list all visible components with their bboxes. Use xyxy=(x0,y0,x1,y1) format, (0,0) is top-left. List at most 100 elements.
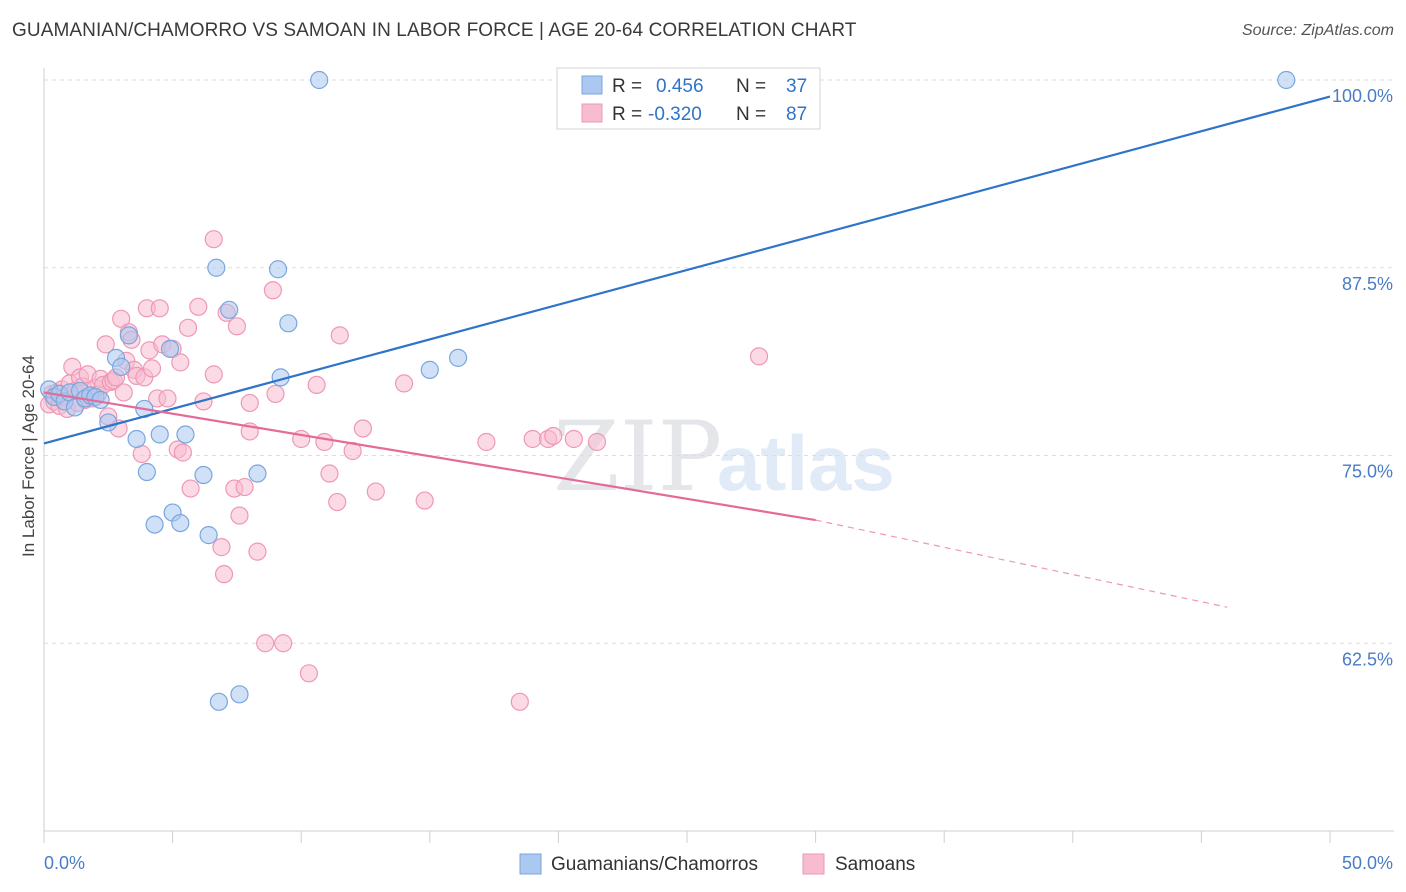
y-tick-label: 62.5% xyxy=(1342,649,1393,669)
samoan-point xyxy=(749,347,769,366)
samoan-point xyxy=(299,664,319,683)
chart-title: GUAMANIAN/CHAMORRO VS SAMOAN IN LABOR FO… xyxy=(12,20,857,41)
samoan-point xyxy=(142,359,162,378)
samoan-point xyxy=(353,419,373,438)
y-tick-label: 87.5% xyxy=(1342,274,1393,294)
samoan-point xyxy=(181,479,200,498)
legend-r-value-2: -0.320 xyxy=(648,104,702,125)
samoan-point xyxy=(132,444,151,464)
samoan-point xyxy=(263,281,283,300)
samoan-point xyxy=(248,542,267,561)
trend-lines xyxy=(43,95,1331,608)
guamanian-point xyxy=(150,425,169,444)
guamanian-point xyxy=(112,357,131,376)
source-attribution: Source: ZipAtlas.com xyxy=(1241,22,1394,39)
legend-label-guamanians: Guamanians/Chamorros xyxy=(551,854,758,875)
samoan-point xyxy=(240,393,259,413)
guamanian-point xyxy=(1277,70,1296,90)
legend-label-samoans: Samoans xyxy=(835,854,915,875)
tick-labels: 100.0% 87.5% 75.0% 62.5% 0.0% 50.0% xyxy=(44,86,1393,873)
legend-swatch-samoans xyxy=(802,853,825,875)
legend-r-value-1: 0.456 xyxy=(656,76,704,97)
guamanian-point xyxy=(230,685,249,704)
guamanian-point xyxy=(207,258,226,277)
legend-n-value-2: 87 xyxy=(786,104,807,125)
watermark-atlas: atlas xyxy=(717,419,895,507)
samoan-point xyxy=(173,443,192,462)
samoan-point xyxy=(477,432,496,452)
guamanian-point xyxy=(420,360,439,379)
samoan-point xyxy=(510,692,529,711)
samoan-point xyxy=(366,482,385,501)
guamanian-point xyxy=(145,515,164,534)
guamanian-point xyxy=(279,314,298,333)
guamanian-point xyxy=(160,339,180,358)
legend-r-label-1: R = xyxy=(612,76,642,97)
samoan-point xyxy=(394,374,414,393)
series-legend: Guamanians/Chamorros Samoans xyxy=(519,853,915,875)
guamanian-point xyxy=(194,465,213,485)
samoan-trend-line xyxy=(43,391,816,522)
y-tick-label: 75.0% xyxy=(1342,462,1393,482)
legend-n-label-1: N = xyxy=(736,76,766,97)
samoan-point xyxy=(415,491,434,510)
samoan-point xyxy=(544,426,563,446)
samoan-point xyxy=(96,335,115,354)
samoan-point xyxy=(158,389,177,408)
samoan-point xyxy=(315,432,334,452)
guamanian-trend-line xyxy=(43,95,1331,445)
samoan-point xyxy=(178,318,198,337)
legend-swatch-blue xyxy=(581,75,603,95)
x-tick-label-min: 0.0% xyxy=(44,853,85,873)
guamanian-point xyxy=(119,326,138,345)
samoan-point xyxy=(204,365,223,384)
guamanian-point xyxy=(171,513,190,533)
samoan-point xyxy=(212,538,231,557)
samoan-point xyxy=(204,230,223,249)
samoan-point xyxy=(266,384,285,404)
guamanian-point xyxy=(220,300,239,319)
guamanians-points xyxy=(40,70,1296,711)
samoan-point xyxy=(256,634,275,653)
watermark-zip: ZIP xyxy=(553,401,722,513)
legend-swatch-pink xyxy=(581,103,603,123)
samoan-point xyxy=(320,464,339,483)
x-tick-label-max: 50.0% xyxy=(1342,853,1393,873)
legend-n-value-1: 37 xyxy=(786,76,807,97)
guamanian-point xyxy=(248,464,267,483)
samoan-point xyxy=(328,492,347,512)
y-tick-label: 100.0% xyxy=(1332,86,1393,106)
grid-lines xyxy=(44,79,1394,644)
samoan-point xyxy=(564,429,583,449)
guamanian-point xyxy=(268,260,288,279)
axes xyxy=(43,68,1394,843)
samoan-point xyxy=(114,383,133,402)
samoan-point xyxy=(307,375,326,395)
legend-swatch-guamanians xyxy=(519,853,542,875)
guamanian-point xyxy=(137,462,156,482)
guamanian-point xyxy=(199,526,218,545)
guamanian-point xyxy=(209,692,228,711)
legend-n-label-2: N = xyxy=(736,104,766,125)
samoan-point xyxy=(523,429,542,449)
guamanian-point xyxy=(448,348,468,367)
samoan-point xyxy=(274,634,293,653)
samoan-point xyxy=(587,432,607,452)
guamanian-point xyxy=(176,425,195,444)
samoan-point xyxy=(189,297,208,316)
samoan-point xyxy=(230,506,249,525)
guamanian-point xyxy=(310,70,329,90)
guamanian-point xyxy=(127,429,146,449)
legend-r-label-2: R = xyxy=(612,104,642,125)
samoan-point xyxy=(330,326,349,345)
stats-legend: R = 0.456 N = 37 R = -0.320 N = 87 xyxy=(556,67,821,130)
y-axis-label: In Labor Force | Age 20-64 xyxy=(19,355,38,557)
samoan-point xyxy=(227,317,246,336)
samoan-point xyxy=(112,309,131,328)
samoan-point xyxy=(214,565,234,584)
samoan-point xyxy=(150,299,169,318)
samoan-trend-extension xyxy=(815,519,1228,608)
samoan-point xyxy=(171,353,190,372)
samoan-point xyxy=(235,477,254,497)
